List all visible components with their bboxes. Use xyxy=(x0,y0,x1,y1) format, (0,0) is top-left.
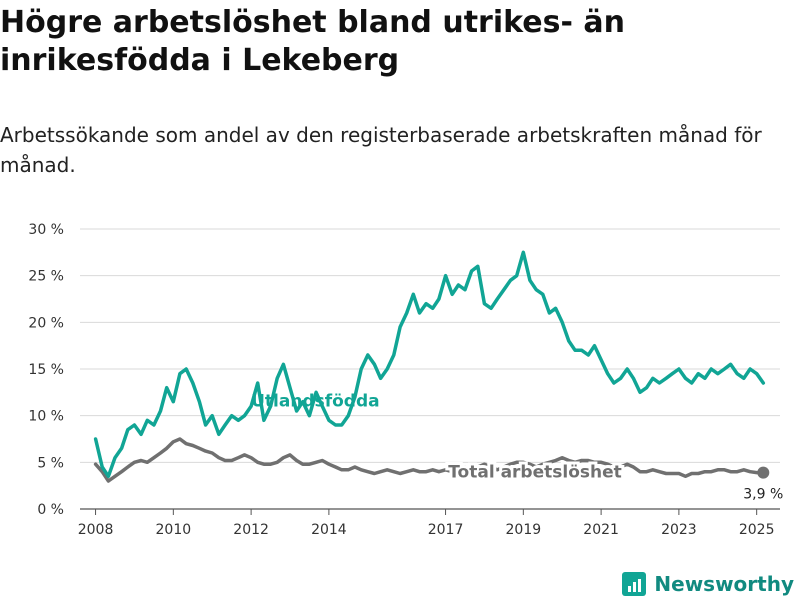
series-label-utlandsfodda: Utlandsfödda xyxy=(251,391,380,411)
x-tick-label: 2010 xyxy=(156,522,192,538)
line-chart: 0 %5 %10 %15 %20 %25 %30 % 2008 2010 2012 2… xyxy=(28,222,783,538)
x-tick-label: 2014 xyxy=(311,522,347,538)
series-lines xyxy=(93,250,766,483)
y-tick-label: 20 % xyxy=(28,315,64,331)
x-tick-label: 2017 xyxy=(428,522,464,538)
x-tick-label: 2021 xyxy=(583,522,619,538)
y-tick-label: 15 % xyxy=(28,362,64,378)
y-tick-label: 0 % xyxy=(37,502,64,518)
y-tick-label: 10 % xyxy=(28,409,64,425)
series-line xyxy=(93,250,766,479)
bar-chart-icon xyxy=(622,572,647,596)
chart-subtitle: Arbetssökande som andel av den registerb… xyxy=(0,123,762,177)
x-tick-label: 2025 xyxy=(739,522,775,538)
chart-title: Högre arbetslöshet bland utrikes- än inr… xyxy=(0,5,625,78)
y-tick-label: 5 % xyxy=(37,455,64,471)
y-axis-ticks: 0 % 5 % 10 % 15 % 20 % 25 % 30 % xyxy=(28,222,64,518)
series-label-total: Total arbetslöshet xyxy=(448,462,622,482)
x-tick-label: 2019 xyxy=(506,522,542,538)
x-axis-ticks: 2008 2010 2012 2014 2017 2019 2021 2023 2025 xyxy=(78,509,775,538)
end-value-label: 3,9 % xyxy=(743,487,783,503)
brand-name: Newsworthy xyxy=(654,572,794,596)
y-tick-label: 25 % xyxy=(28,269,64,285)
x-tick-label: 2012 xyxy=(233,522,269,538)
y-tick-label: 30 % xyxy=(28,222,64,238)
brand-logo: Newsworthy xyxy=(622,572,794,596)
series-line xyxy=(93,437,766,483)
grid-lines xyxy=(80,228,780,510)
x-tick-label: 2023 xyxy=(661,522,697,538)
x-tick-label: 2008 xyxy=(78,522,114,538)
end-point-marker xyxy=(757,466,770,479)
